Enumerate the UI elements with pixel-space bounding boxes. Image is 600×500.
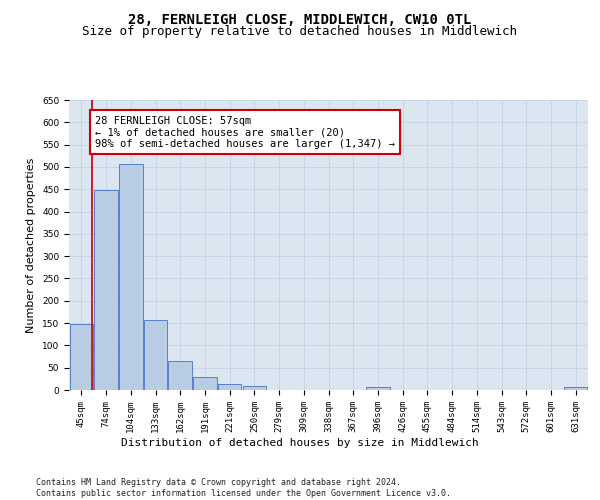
Bar <box>119 164 143 390</box>
Text: 28 FERNLEIGH CLOSE: 57sqm
← 1% of detached houses are smaller (20)
98% of semi-d: 28 FERNLEIGH CLOSE: 57sqm ← 1% of detach… <box>95 116 395 149</box>
Bar <box>94 190 118 390</box>
Text: Contains HM Land Registry data © Crown copyright and database right 2024.
Contai: Contains HM Land Registry data © Crown c… <box>36 478 451 498</box>
Bar <box>193 376 217 390</box>
Bar <box>169 360 192 390</box>
Text: Distribution of detached houses by size in Middlewich: Distribution of detached houses by size … <box>121 438 479 448</box>
Text: Size of property relative to detached houses in Middlewich: Size of property relative to detached ho… <box>83 25 517 38</box>
Bar <box>218 384 241 390</box>
Bar <box>144 320 167 390</box>
Bar <box>564 388 587 390</box>
Y-axis label: Number of detached properties: Number of detached properties <box>26 158 37 332</box>
Bar <box>70 324 93 390</box>
Text: 28, FERNLEIGH CLOSE, MIDDLEWICH, CW10 0TL: 28, FERNLEIGH CLOSE, MIDDLEWICH, CW10 0T… <box>128 12 472 26</box>
Bar <box>366 387 389 390</box>
Bar <box>242 386 266 390</box>
